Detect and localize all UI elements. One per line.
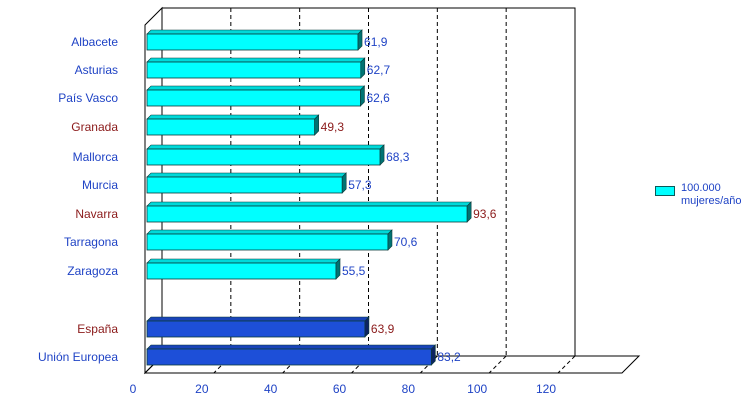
bar-top (146, 57, 366, 63)
bar (146, 262, 337, 280)
category-label: País Vasco (58, 91, 118, 105)
value-label: 63,9 (371, 322, 395, 336)
value-label: 68,3 (386, 150, 410, 164)
category-label: Zaragoza (67, 264, 118, 278)
bar (146, 348, 432, 366)
bar (146, 176, 343, 194)
value-label: 55,5 (342, 264, 366, 278)
x-tick-labels: 0 20 40 60 80 100 120 (130, 382, 557, 396)
bar-top (146, 229, 393, 235)
bar (146, 320, 366, 338)
x-tick-label: 80 (402, 382, 416, 396)
bar-side (431, 344, 436, 366)
category-label: Murcia (82, 178, 118, 192)
category-labels: Albacete Asturias País Vasco Granada Mallorc… (38, 35, 118, 364)
bar-side (379, 144, 385, 166)
value-label: 57,3 (348, 178, 372, 192)
bar (146, 61, 362, 79)
bar (146, 148, 381, 166)
x-tick-label: 60 (333, 382, 347, 396)
bar-top (146, 344, 437, 350)
x-tick-label: 20 (195, 382, 209, 396)
category-label: Unión Europea (38, 350, 118, 364)
bar-side (335, 258, 341, 280)
category-label: Albacete (71, 35, 118, 49)
bar-top (146, 316, 370, 322)
bar-side (341, 172, 347, 194)
bar-top (146, 29, 363, 35)
value-label: 93,6 (473, 207, 497, 221)
bar-side (364, 316, 370, 338)
value-label: 83,2 (437, 350, 461, 364)
bar-top (146, 172, 347, 178)
value-label: 62,7 (367, 63, 391, 77)
bar-side (360, 85, 365, 107)
x-tick-label: 40 (264, 382, 278, 396)
x-tick-label: 0 (130, 382, 137, 396)
category-label: Tarragona (64, 235, 118, 249)
bar-top (146, 144, 385, 150)
bar (146, 89, 361, 107)
bar-top (146, 85, 366, 91)
bar (146, 233, 389, 251)
category-label: Navarra (75, 207, 118, 221)
value-label: 70,6 (394, 235, 418, 249)
bars-group (146, 29, 472, 366)
category-label: Granada (71, 120, 118, 134)
category-label: Asturias (75, 63, 118, 77)
legend-label: 100.000 mujeres/año (681, 182, 742, 207)
bar-top (146, 258, 341, 264)
bar-side (387, 229, 393, 251)
value-labels: 61,9 62,7 62,6 49,3 68,3 57,3 93,6 70,6 55,5 63,9… (321, 35, 497, 364)
bar-side (466, 201, 472, 223)
bar (146, 118, 316, 136)
bar-side (357, 29, 363, 51)
value-label: 62,6 (366, 91, 390, 105)
bar (146, 205, 468, 223)
x-tick-label: 100 (467, 382, 487, 396)
x-tick-label: 120 (536, 382, 556, 396)
bar (146, 33, 359, 51)
bar-top (146, 114, 320, 120)
bar-top (146, 201, 472, 207)
legend: 100.000 mujeres/año (655, 182, 752, 208)
category-label: España (77, 322, 118, 336)
value-label: 61,9 (364, 35, 388, 49)
category-label: Mallorca (73, 150, 119, 164)
value-label: 49,3 (321, 120, 345, 134)
bar-side (314, 114, 319, 136)
bar-side (360, 57, 366, 79)
legend-swatch (655, 186, 675, 196)
